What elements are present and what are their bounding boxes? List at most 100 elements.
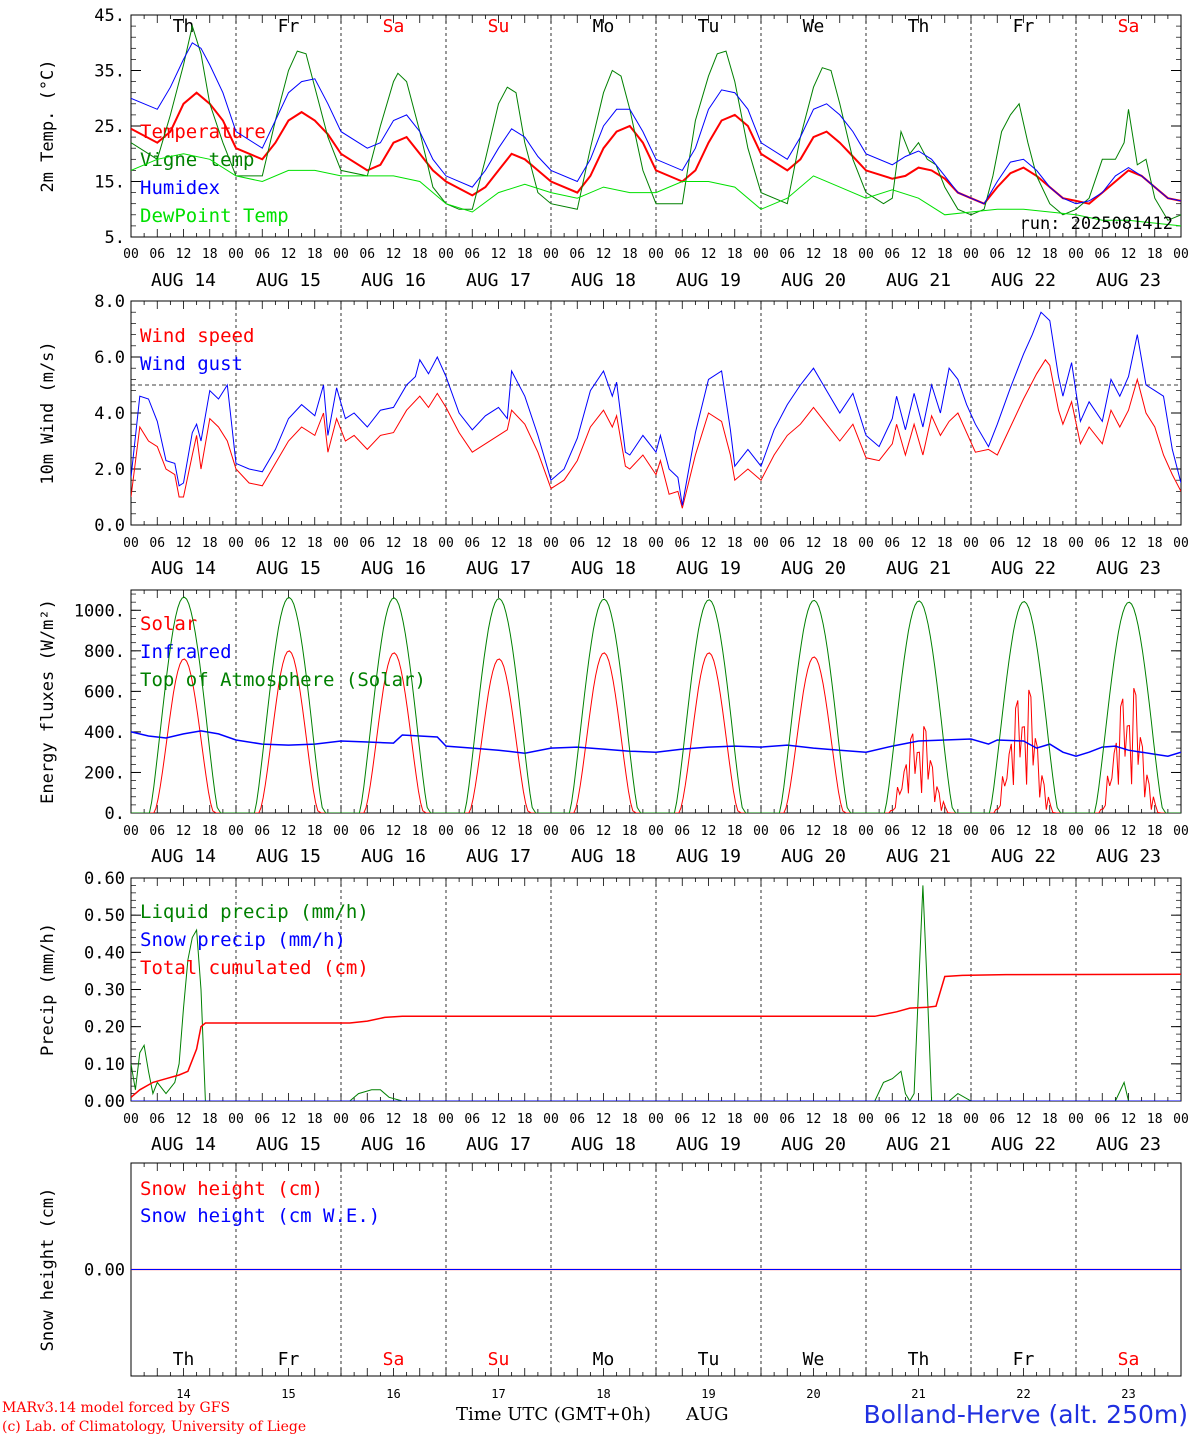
hour-tick-label: 12 — [1121, 247, 1137, 262]
location-title: Bolland-Herve (alt. 250m) — [863, 1400, 1188, 1429]
day-number: 20 — [806, 1387, 820, 1401]
y-tick-label: 0.20 — [84, 1018, 125, 1038]
hour-tick-label: 18 — [727, 536, 743, 551]
date-label: AUG 15 — [256, 270, 321, 291]
hour-tick-label: 00 — [333, 824, 349, 839]
hour-tick-label: 06 — [464, 247, 480, 262]
day-name: Fr — [278, 16, 300, 37]
date-label: AUG 20 — [781, 1134, 846, 1155]
date-label: AUG 21 — [886, 270, 951, 291]
day-name-bottom: Fr — [1013, 1349, 1035, 1370]
hour-tick-label: 06 — [359, 536, 375, 551]
hour-tick-label: 06 — [779, 536, 795, 551]
day-name: Th — [173, 16, 195, 37]
date-label: AUG 14 — [151, 558, 216, 579]
date-label: AUG 22 — [991, 846, 1056, 867]
hour-tick-label: 12 — [596, 247, 612, 262]
hour-tick-label: 18 — [727, 1112, 743, 1127]
hour-tick-label: 18 — [1042, 824, 1058, 839]
hour-tick-label: 06 — [254, 824, 270, 839]
y-tick-label: 200. — [84, 763, 125, 783]
hour-tick-label: 12 — [281, 536, 297, 551]
hour-tick-label: 06 — [149, 1112, 165, 1127]
hour-tick-label: 12 — [491, 824, 507, 839]
hour-tick-label: 00 — [123, 824, 139, 839]
date-label: AUG 19 — [676, 270, 741, 291]
hour-tick-label: 00 — [1068, 536, 1084, 551]
date-label: AUG 23 — [1096, 1134, 1161, 1155]
hour-tick-label: 06 — [884, 824, 900, 839]
y-tick-label: 15. — [94, 173, 125, 193]
hour-tick-label: 12 — [806, 1112, 822, 1127]
date-label: AUG 14 — [151, 1134, 216, 1155]
day-name: Sa — [1118, 16, 1140, 37]
hour-tick-label: 12 — [491, 247, 507, 262]
panel-frame-1 — [130, 300, 1182, 526]
date-label: AUG 23 — [1096, 270, 1161, 291]
hour-tick-label: 00 — [858, 1112, 874, 1127]
hour-tick-label: 12 — [701, 824, 717, 839]
hour-tick-label: 00 — [438, 536, 454, 551]
day-name: We — [803, 16, 825, 37]
date-label: AUG 22 — [991, 558, 1056, 579]
hour-tick-label: 18 — [307, 824, 323, 839]
day-name-bottom: Su — [488, 1349, 510, 1370]
hour-tick-label: 18 — [622, 536, 638, 551]
hour-tick-label: 06 — [569, 247, 585, 262]
date-label: AUG 17 — [466, 558, 531, 579]
series-line-dewpoint-temp — [131, 153, 1181, 227]
hour-tick-label: 06 — [674, 536, 690, 551]
legend-entry: Wind gust — [140, 353, 243, 375]
model-credit: MARv3.14 model forced by GFS — [2, 1400, 231, 1416]
date-label: AUG 15 — [256, 846, 321, 867]
legend-entry: Snow height (cm W.E.) — [140, 1205, 380, 1227]
y-tick-label: 800. — [84, 642, 125, 662]
legend-entry: Snow precip (mm/h) — [140, 929, 346, 951]
legend-entry: Solar — [140, 613, 197, 635]
hour-tick-label: 06 — [464, 1112, 480, 1127]
date-label: AUG 20 — [781, 846, 846, 867]
hour-tick-label: 00 — [333, 536, 349, 551]
hour-tick-label: 18 — [1147, 247, 1163, 262]
hour-tick-label: 18 — [517, 536, 533, 551]
legend-entry: Infrared — [140, 641, 232, 663]
hour-tick-label: 00 — [228, 824, 244, 839]
hour-tick-label: 00 — [1068, 824, 1084, 839]
date-label: AUG 20 — [781, 558, 846, 579]
series-line-wind-gust — [131, 311, 1181, 506]
hour-tick-label: 06 — [1094, 824, 1110, 839]
hour-tick-label: 18 — [937, 247, 953, 262]
hour-tick-label: 12 — [491, 1112, 507, 1127]
hour-tick-label: 12 — [701, 536, 717, 551]
date-label: AUG 18 — [571, 270, 636, 291]
hour-tick-label: 00 — [543, 824, 559, 839]
hour-tick-label: 12 — [176, 1112, 192, 1127]
hour-tick-label: 00 — [228, 1112, 244, 1127]
hour-tick-label: 06 — [779, 247, 795, 262]
hour-tick-label: 06 — [989, 1112, 1005, 1127]
hour-tick-label: 12 — [386, 1112, 402, 1127]
hour-tick-label: 18 — [1042, 1112, 1058, 1127]
y-axis-label: 2m Temp. (°C) — [38, 59, 58, 192]
day-number: 15 — [281, 1387, 295, 1401]
legend-entry: Temperature — [140, 121, 266, 143]
hour-tick-label: 12 — [281, 824, 297, 839]
hour-tick-label: 06 — [359, 247, 375, 262]
day-name-bottom: Mo — [593, 1349, 615, 1370]
hour-tick-label: 00 — [1173, 536, 1189, 551]
hour-tick-label: 12 — [386, 824, 402, 839]
hour-tick-label: 12 — [596, 824, 612, 839]
series-line-wind-speed — [131, 358, 1181, 509]
hour-tick-label: 12 — [701, 1112, 717, 1127]
hour-tick-label: 06 — [779, 1112, 795, 1127]
legend-entry: Total cumulated (cm) — [140, 957, 369, 979]
hour-tick-label: 18 — [937, 1112, 953, 1127]
hour-tick-label: 18 — [412, 1112, 428, 1127]
hour-tick-label: 00 — [1173, 824, 1189, 839]
hour-tick-label: 18 — [832, 824, 848, 839]
day-number: 22 — [1016, 1387, 1030, 1401]
hour-tick-label: 18 — [202, 1112, 218, 1127]
hour-tick-label: 00 — [753, 1112, 769, 1127]
hour-tick-label: 06 — [569, 1112, 585, 1127]
